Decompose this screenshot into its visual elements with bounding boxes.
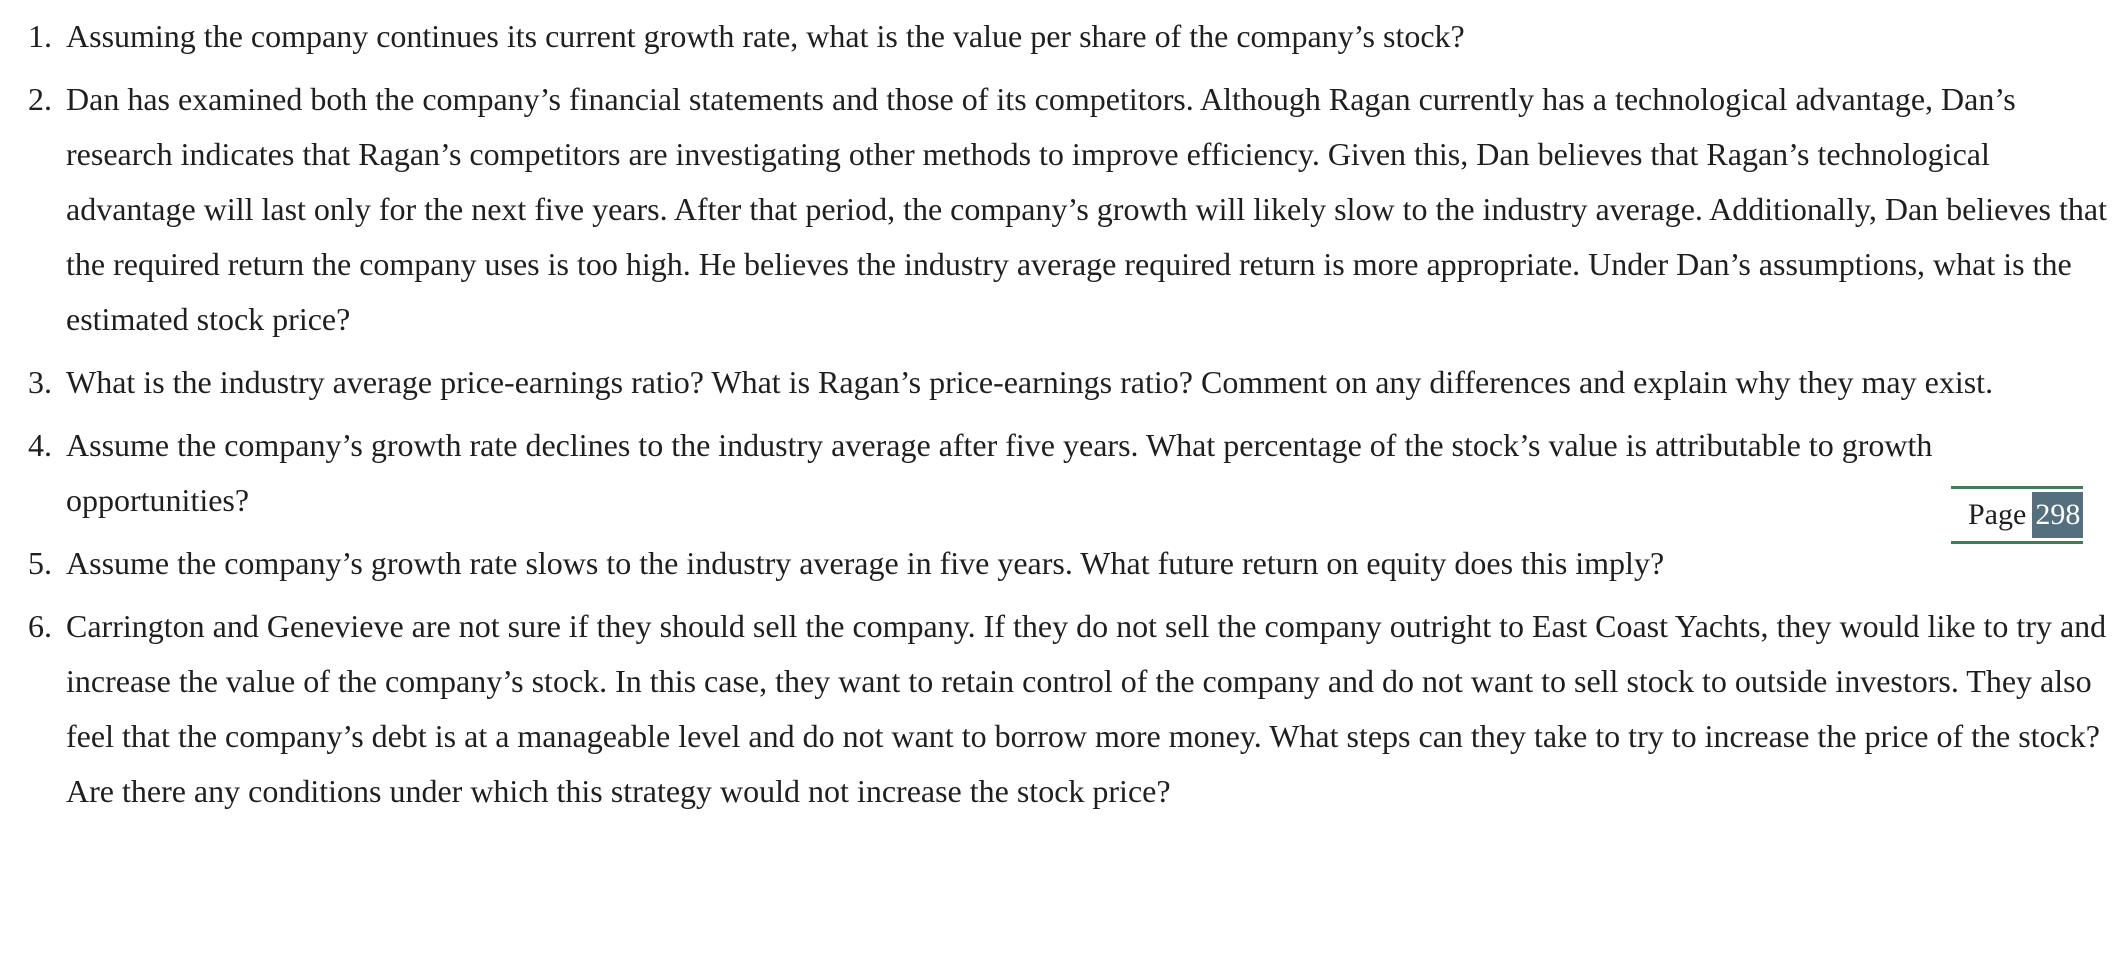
question-item-5: 5. Assume the company’s growth rate slow… (0, 536, 2124, 591)
question-number: 1. (28, 18, 52, 54)
question-list: 1. Assuming the company continues its cu… (0, 9, 2124, 827)
question-number: 4. (28, 427, 52, 463)
question-text: Assume the company’s growth rate slows t… (66, 545, 1665, 581)
question-item-6: 6. Carrington and Genevieve are not sure… (0, 599, 2124, 819)
question-number: 6. (28, 608, 52, 644)
page-marker: Page 298 (1951, 486, 2084, 544)
question-text: Assuming the company continues its curre… (66, 18, 1465, 54)
question-text: What is the industry average price-earni… (66, 364, 1994, 400)
question-text: Carrington and Genevieve are not sure if… (66, 608, 2107, 809)
question-item-4: 4. Assume the company’s growth rate decl… (0, 418, 2124, 528)
page-marker-number: 298 (2032, 492, 2084, 538)
question-item-3: 3. What is the industry average price-ea… (0, 355, 2124, 410)
question-item-1: 1. Assuming the company continues its cu… (0, 9, 2124, 64)
question-text: Assume the company’s growth rate decline… (66, 427, 1933, 518)
question-number: 3. (28, 364, 52, 400)
question-text: Dan has examined both the company’s fina… (66, 81, 2107, 337)
page-marker-label: Page (1968, 498, 2027, 531)
question-item-2: 2. Dan has examined both the company’s f… (0, 72, 2124, 347)
question-number: 2. (28, 81, 52, 117)
question-number: 5. (28, 545, 52, 581)
